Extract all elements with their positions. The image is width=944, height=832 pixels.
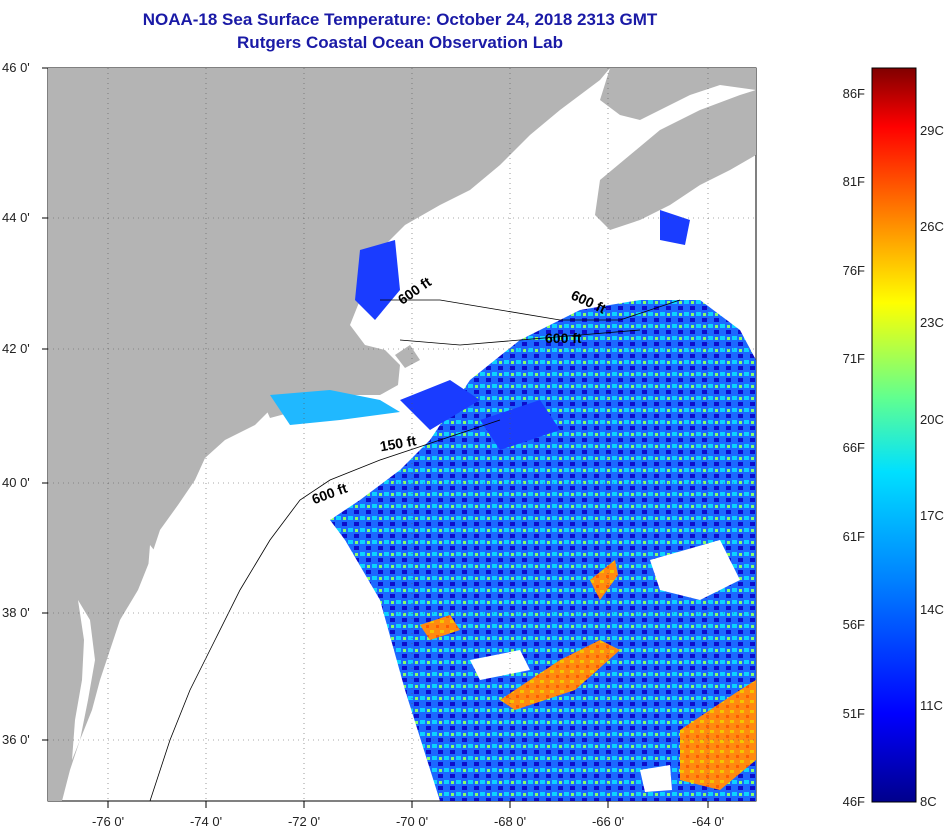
delaware-bay xyxy=(148,545,162,580)
land-mainland xyxy=(48,68,610,801)
depth-contours xyxy=(149,299,681,801)
colorbar-c-label: 26C xyxy=(920,219,944,234)
colorbar-f-label: 76F xyxy=(843,263,865,278)
colorbar-f-label: 61F xyxy=(843,529,865,544)
colorbar-f-label: 71F xyxy=(843,351,865,366)
sst-swath xyxy=(270,210,756,801)
colorbar-c-label: 29C xyxy=(920,123,944,138)
chesapeake-bay xyxy=(72,600,95,760)
lat-label: 42 0' xyxy=(2,341,30,356)
colorbar-c-label: 17C xyxy=(920,508,944,523)
depth-label: 600 ft xyxy=(545,330,582,346)
map-subtitle: Rutgers Coastal Ocean Observation Lab xyxy=(237,33,563,52)
lon-label: -74 0' xyxy=(190,814,222,829)
lat-label: 40 0' xyxy=(2,475,30,490)
colorbar-f-label: 86F xyxy=(843,86,865,101)
lon-label: -66 0' xyxy=(592,814,624,829)
colorbar-c-label: 11C xyxy=(920,698,943,713)
lon-label: -76 0' xyxy=(92,814,124,829)
lon-label: -68 0' xyxy=(494,814,526,829)
colorbar-c-label: 8C xyxy=(920,794,937,809)
colorbar-f-label: 56F xyxy=(843,617,865,632)
land-canada xyxy=(600,68,756,120)
lon-label: -72 0' xyxy=(288,814,320,829)
lat-lon-grid xyxy=(48,68,756,801)
colorbar-f-label: 46F xyxy=(843,794,865,809)
lon-label: -64 0' xyxy=(692,814,724,829)
lat-label: 36 0' xyxy=(2,732,30,747)
axis-ticks xyxy=(42,67,709,808)
map-area: 600 ft 600 ft 600 ft 150 ft 600 ft 46 0'… xyxy=(2,60,757,829)
colorbar-f-label: 66F xyxy=(843,440,865,455)
lat-label: 38 0' xyxy=(2,605,30,620)
land-cape-cod xyxy=(395,345,420,368)
colorbar-c-label: 20C xyxy=(920,412,944,427)
colorbar-f-label: 51F xyxy=(843,706,865,721)
colorbar-gradient xyxy=(871,67,917,803)
colorbar-f-label: 81F xyxy=(843,174,865,189)
map-title: NOAA-18 Sea Surface Temperature: October… xyxy=(142,10,658,29)
land-nova-scotia xyxy=(595,90,756,230)
depth-label: 150 ft xyxy=(379,432,418,454)
colorbar-c-label: 14C xyxy=(920,602,944,617)
lat-label: 44 0' xyxy=(2,210,30,225)
lon-label: -70 0' xyxy=(396,814,428,829)
temperature-colorbar: 86F 81F 76F 71F 66F 61F 56F 51F 46F 29C … xyxy=(843,67,944,809)
lat-label: 46 0' xyxy=(2,60,30,75)
colorbar-c-label: 23C xyxy=(920,315,944,330)
